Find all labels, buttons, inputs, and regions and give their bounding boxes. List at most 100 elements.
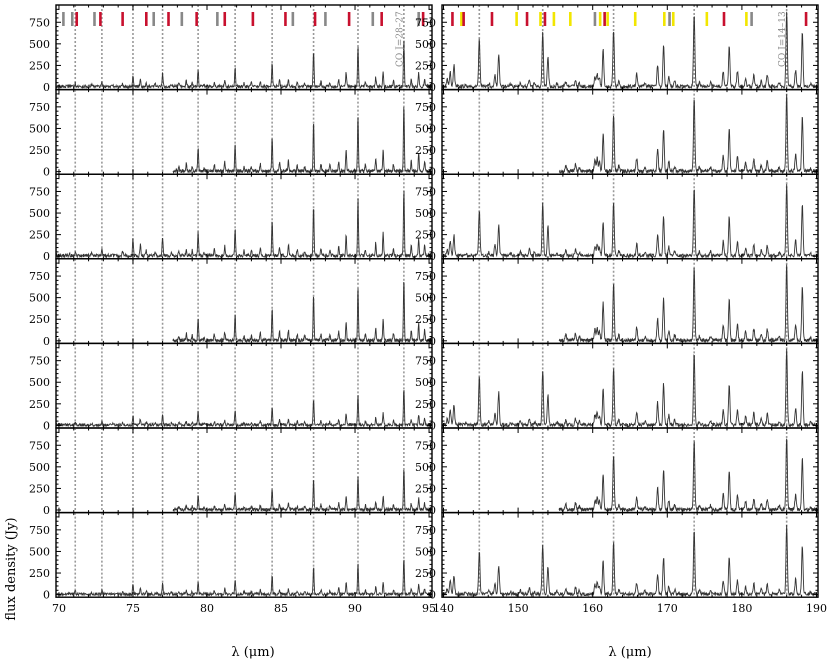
- line-marker-left-12: [216, 12, 219, 26]
- line-marker-left-19: [347, 12, 351, 26]
- line-marker-right-9: [552, 12, 556, 26]
- line-marker-right-21: [745, 12, 748, 26]
- y-tick-label: 750: [29, 524, 50, 537]
- co-line-label-left: CO J=28–27: [395, 11, 405, 67]
- line-marker-left-23: [421, 12, 425, 26]
- x-tick-label: 80: [200, 602, 214, 615]
- spectrum-line-left-2: [172, 107, 433, 175]
- line-marker-right-12: [598, 12, 602, 26]
- spectrum-line-right-3: [441, 184, 819, 260]
- panel-right-3: 0 250 500 750: [415, 173, 819, 263]
- panel-frame-left-7: [55, 511, 433, 598]
- y-tick-label: 500: [415, 461, 436, 474]
- line-marker-right-22: [750, 12, 753, 26]
- y-tick-label: 250: [415, 144, 436, 157]
- panel-frame-right-6: [441, 427, 819, 514]
- spectrum-line-left-5: [55, 390, 433, 429]
- y-tick-label: 250: [29, 144, 50, 157]
- y-tick-label: 750: [29, 355, 50, 368]
- y-tick-label: 500: [415, 122, 436, 135]
- line-marker-left-15: [284, 12, 287, 26]
- spectrum-line-left-7: [55, 559, 433, 598]
- panel-frame-left-5: [55, 342, 433, 429]
- line-marker-left-4: [93, 12, 96, 26]
- line-marker-right-2: [460, 12, 463, 26]
- panel-frame-right-3: [441, 173, 819, 260]
- y-tick-label: 250: [29, 482, 50, 495]
- line-marker-right-23: [804, 12, 808, 26]
- line-marker-right-17: [668, 12, 671, 26]
- x-tick-label: 190: [806, 602, 827, 615]
- y-tick-label: 750: [29, 270, 50, 283]
- line-marker-left-21: [380, 12, 383, 26]
- y-tick-label: 500: [29, 38, 50, 51]
- panel-left-3: 0 250 500 750: [29, 173, 433, 263]
- line-marker-left-13: [223, 12, 227, 26]
- y-axis-label: flux density (Jy): [4, 517, 19, 620]
- spectrum-line-left-4: [172, 281, 433, 344]
- y-tick-label: 0: [43, 419, 50, 432]
- spectrum-line-left-1: [55, 40, 433, 90]
- y-tick-label: 750: [29, 439, 50, 452]
- spectrum-line-right-7: [441, 524, 819, 598]
- spectrum-line-right-4: [558, 264, 819, 344]
- line-marker-left-11: [195, 12, 198, 26]
- line-marker-left-6: [121, 12, 124, 26]
- y-tick-label: 750: [415, 16, 436, 29]
- y-tick-label: 250: [415, 567, 436, 580]
- y-tick-label: 0: [429, 81, 436, 94]
- y-tick-label: 0: [429, 504, 436, 517]
- y-tick-label: 250: [29, 59, 50, 72]
- panel-right-1: 0 250 500 750 CO J=14–13: [415, 4, 819, 94]
- line-marker-right-18: [671, 12, 675, 26]
- x-axis-label-left: λ (μm): [231, 645, 274, 660]
- x-axis-label-right: λ (μm): [608, 645, 651, 660]
- line-marker-right-16: [663, 12, 666, 26]
- x-tick-label: 75: [126, 602, 140, 615]
- panel-right-4: 0 250 500 750: [415, 258, 819, 348]
- y-tick-label: 500: [29, 292, 50, 305]
- panel-grid: 0 250 500 750 CO J=28–27 0 250 500 750 0 250 500 750…: [29, 4, 819, 602]
- y-tick-label: 750: [415, 355, 436, 368]
- y-tick-label: 750: [29, 16, 50, 29]
- line-marker-left-1: [62, 12, 65, 26]
- line-marker-right-10: [569, 12, 572, 26]
- y-tick-label: 0: [43, 166, 50, 179]
- y-tick-label: 500: [29, 545, 50, 558]
- line-marker-right-20: [722, 12, 726, 26]
- spectrum-line-left-6: [172, 469, 433, 513]
- spectrum-line-right-5: [441, 348, 819, 429]
- spectrum-line-left-3: [55, 191, 433, 260]
- y-tick-label: 0: [43, 335, 50, 348]
- x-tick-label: 95: [422, 602, 436, 615]
- line-marker-right-6: [525, 12, 529, 26]
- line-marker-left-8: [152, 12, 156, 26]
- line-marker-right-8: [543, 12, 547, 26]
- y-tick-label: 0: [43, 589, 50, 602]
- y-tick-label: 500: [415, 545, 436, 558]
- y-tick-label: 0: [429, 589, 436, 602]
- line-marker-left-14: [251, 12, 255, 26]
- y-tick-label: 0: [429, 419, 436, 432]
- panel-right-2: 0 250 500 750: [415, 88, 819, 179]
- panel-frame-right-2: [441, 88, 819, 175]
- panel-left-4: 0 250 500 750: [29, 258, 433, 348]
- line-marker-left-5: [99, 12, 102, 26]
- y-tick-label: 750: [415, 524, 436, 537]
- y-tick-label: 0: [429, 166, 436, 179]
- y-tick-label: 250: [415, 398, 436, 411]
- y-tick-label: 500: [29, 461, 50, 474]
- line-marker-right-1: [451, 12, 454, 26]
- spectrum-line-right-2: [558, 94, 819, 175]
- y-tick-label: 0: [429, 335, 436, 348]
- line-marker-right-14: [606, 12, 609, 26]
- line-marker-right-15: [633, 12, 637, 26]
- y-tick-label: 250: [29, 313, 50, 326]
- spectrum-line-right-6: [558, 438, 819, 513]
- y-tick-label: 500: [29, 122, 50, 135]
- y-tick-label: 0: [429, 250, 436, 263]
- panel-frame-right-5: [441, 342, 819, 429]
- y-tick-label: 250: [415, 59, 436, 72]
